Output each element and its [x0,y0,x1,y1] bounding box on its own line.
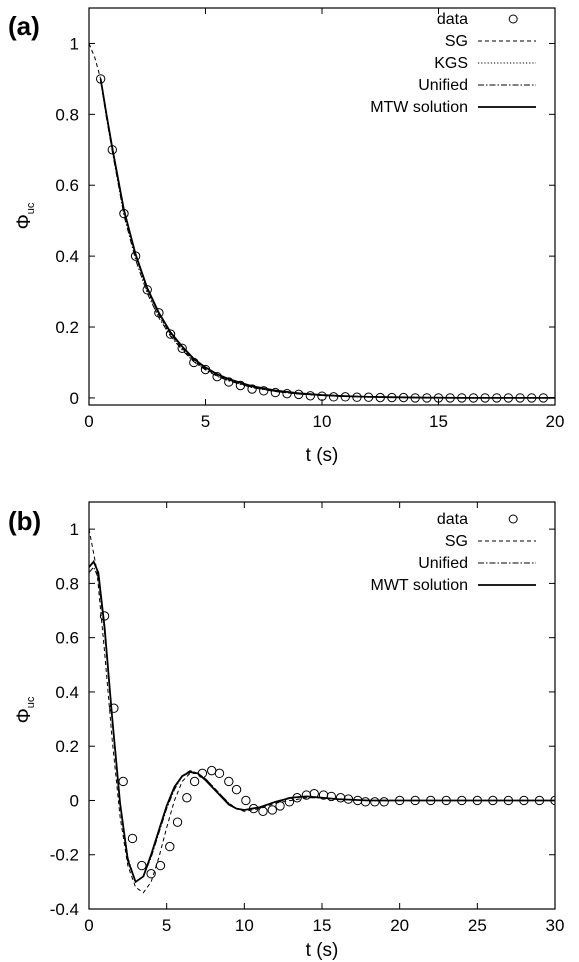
data-point [268,806,276,814]
legend-marker [509,15,517,23]
x-tick-label: 10 [313,412,332,431]
y-tick-label: 0.6 [55,629,79,648]
series-line-sg [89,529,555,893]
y-axis-label-subscript: uc [25,202,37,214]
legend-label: Unified [418,77,468,94]
y-tick-label: 0.4 [55,683,79,702]
x-tick-label: 25 [468,916,487,935]
data-point [242,796,250,804]
data-point [336,794,344,802]
x-tick-label: 20 [546,412,565,431]
data-point [380,798,388,806]
y-tick-label: -0.2 [50,846,79,865]
data-point [208,766,216,774]
series-line-kgs [101,79,555,398]
data-point [361,798,369,806]
legend-label: SG [445,33,468,50]
data-point [232,785,240,793]
y-tick-label: 0.2 [55,318,79,337]
data-point [259,807,267,815]
legend-marker [509,515,517,523]
data-point [190,777,198,785]
y-tick-label: 1 [70,34,79,53]
series-group [89,529,559,893]
legend-label: KGS [434,55,468,72]
data-point [128,834,136,842]
legend-label: data [437,511,468,528]
series-line-unified [101,81,555,398]
data-point [166,842,174,850]
x-tick-label: 0 [84,412,93,431]
legend-label: MWT solution [370,577,468,594]
y-tick-label: 0.2 [55,737,79,756]
x-tick-label: 0 [84,916,93,935]
y-axis-label-subscript: uc [25,696,37,708]
x-tick-label: 5 [162,916,171,935]
x-tick-label: 20 [390,916,409,935]
y-tick-label: 0.6 [55,176,79,195]
y-axis-label: Φuc [14,202,37,229]
y-tick-label: 0 [70,791,79,810]
data-point [225,777,233,785]
legend: data SG KGS Unified MTW solution [370,11,536,116]
y-tick-label: 0.4 [55,247,79,266]
plot-frame [89,502,555,909]
legend: data SG Unified MWT solution [370,511,536,594]
data-point [138,861,146,869]
panel-label: (b) [8,506,41,536]
data-point [329,393,337,401]
y-axis-label: Φuc [14,696,37,723]
legend-label: SG [445,533,468,550]
legend-label: data [437,11,468,28]
series-line-unified [89,567,555,882]
y-tick-label: -0.4 [50,900,79,919]
x-tick-label: 30 [546,916,565,935]
y-axis-label-symbol: Φ [14,708,35,723]
plot-frame [89,8,555,405]
data-point [156,861,164,869]
series-line-sg [89,43,555,397]
legend-label: Unified [418,555,468,572]
data-point [306,392,314,400]
panel-label: (a) [8,11,40,41]
series-group [89,43,555,402]
chart-panel-b: 0 5 10 15 20 25 30 -0.4 -0.2 0 0.2 0.4 0.6 0.8 1 t (s) Φ… [8,502,564,961]
data-point [173,818,181,826]
legend-label: MTW solution [370,99,468,116]
x-tick-label: 5 [201,412,210,431]
x-axis-label: t (s) [306,445,339,466]
x-tick-label: 10 [235,916,254,935]
series-line-mtw-solution [101,79,555,398]
data-point [119,777,127,785]
x-tick-label: 15 [313,916,332,935]
y-tick-label: 0.8 [55,105,79,124]
y-tick-label: 0 [70,389,79,408]
x-axis-label: t (s) [306,940,339,961]
y-tick-label: 0.8 [55,574,79,593]
data-point [183,794,191,802]
chart-panel-a: 0 5 10 15 20 0 0.2 0.4 0.6 0.8 1 t (s) Φuc (a) data SG K… [8,8,564,466]
data-point [215,769,223,777]
data-point [371,798,379,806]
y-axis-label-symbol: Φ [14,214,35,229]
y-tick-label: 1 [70,520,79,539]
x-tick-label: 15 [429,412,448,431]
